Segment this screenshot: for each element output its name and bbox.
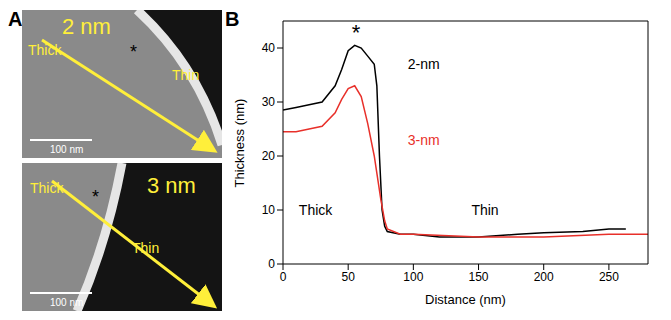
svg-text:Thin: Thin <box>471 202 498 218</box>
svg-text:Thick: Thick <box>28 42 62 58</box>
svg-text:*: * <box>130 42 137 62</box>
html-text:B: B <box>225 8 240 30</box>
svg-text:Thick: Thick <box>30 180 64 196</box>
svg-text:Thin: Thin <box>172 67 199 83</box>
svg-text:2-nm: 2-nm <box>408 56 440 72</box>
svg-text:Thickness (nm): Thickness (nm) <box>232 99 247 188</box>
svg-text:40: 40 <box>262 41 276 55</box>
svg-text:100 nm: 100 nm <box>50 297 83 308</box>
svg-text:50: 50 <box>341 270 355 284</box>
svg-text:2 nm: 2 nm <box>62 14 111 39</box>
html-text:A: A <box>8 8 23 30</box>
svg-text:0: 0 <box>268 257 275 271</box>
svg-text:Thick: Thick <box>299 202 333 218</box>
svg-text:100 nm: 100 nm <box>50 144 83 155</box>
svg-text:Distance (nm): Distance (nm) <box>425 292 506 307</box>
svg-text:10: 10 <box>262 203 276 217</box>
svg-text:250: 250 <box>599 270 619 284</box>
svg-text:20: 20 <box>262 149 276 163</box>
svg-text:150: 150 <box>469 270 489 284</box>
svg-text:3 nm: 3 nm <box>147 173 196 198</box>
svg-text:*: * <box>92 187 99 207</box>
svg-text:0: 0 <box>280 270 287 284</box>
svg-text:100: 100 <box>403 270 423 284</box>
svg-text:3-nm: 3-nm <box>408 132 440 148</box>
svg-text:30: 30 <box>262 95 276 109</box>
svg-text:*: * <box>352 20 361 45</box>
svg-text:200: 200 <box>534 270 554 284</box>
svg-text:Thin: Thin <box>132 240 159 256</box>
